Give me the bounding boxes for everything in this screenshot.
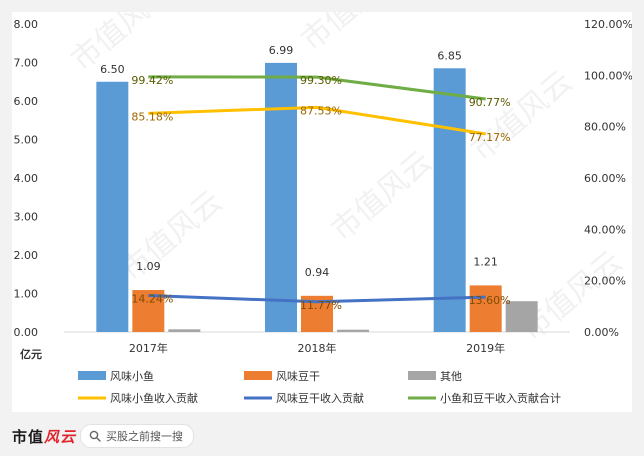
brand-accent: 风云 [44,428,77,446]
bar-风味豆干-2019年 [469,285,502,332]
line-value-label: 13.60% [469,294,511,307]
legend-label: 风味小鱼收入贡献 [110,391,198,405]
watermark-2: 市值风云 [465,64,579,168]
legend-swatch [78,371,106,380]
legend-label: 其他 [440,370,462,383]
line-小鱼和豆干收入贡献合计 [148,75,486,101]
legend-swatch [244,371,272,380]
line-value-label: 99.30% [300,74,342,87]
bar-value-label: 6.99 [269,44,294,57]
chart: 市值风云市值风云市值风云市值风云市值风云市值风云0.001.002.003.00… [14,12,633,405]
left-tick-label: 1.00 [14,288,39,301]
legend-label: 风味小鱼 [110,369,154,383]
bar-其他-2018年 [337,329,369,332]
bar-value-label: 6.50 [100,63,125,76]
line-value-label: 77.17% [469,131,511,144]
x-tick-label: 2017年 [129,341,168,355]
left-tick-label: 7.00 [14,57,39,70]
left-tick-label: 5.00 [14,134,39,147]
bar-风味小鱼-2018年 [265,62,297,332]
search-icon [89,430,101,442]
left-tick-label: 8.00 [14,18,39,31]
right-tick-label: 100.00% [584,69,632,82]
legend-swatch [408,371,436,380]
left-tick-label: 0.00 [14,326,39,339]
bar-风味小鱼-2017年 [96,81,129,332]
x-tick-label: 2018年 [298,341,337,355]
right-tick-label: 60.00% [584,172,626,185]
bar-风味小鱼-2019年 [433,68,466,333]
line-风味小鱼收入贡献 [148,105,486,136]
bar-value-label: 1.21 [473,255,498,268]
right-tick-label: 80.00% [584,121,626,134]
legend-label: 风味豆干 [276,370,320,383]
brand-main: 市值 [12,428,45,446]
legend-label: 风味豆干收入贡献 [276,391,364,405]
left-tick-label: 4.00 [14,172,39,185]
line-value-label: 11.77% [300,299,342,312]
search-button[interactable]: 买股之前搜一搜 [80,424,194,448]
left-tick-label: 3.00 [14,211,39,224]
watermark-1: 市值风云 [295,12,409,58]
bar-其他-2017年 [168,329,201,332]
bar-其他-2019年 [505,301,538,332]
left-tick-label: 2.00 [14,249,39,262]
line-value-label: 99.42% [131,74,173,87]
watermark-3: 市值风云 [115,184,229,288]
line-value-label: 87.53% [300,104,342,117]
left-tick-label: 6.00 [14,95,39,108]
right-tick-label: 20.00% [584,275,626,288]
x-tick-label: 2019年 [466,341,505,355]
brand-logo: 市值风云 [12,426,76,447]
bar-value-label: 6.85 [437,49,462,62]
right-tick-label: 40.00% [584,223,626,236]
line-风味豆干收入贡献 [148,293,486,304]
footer-bar: 市值风云 买股之前搜一搜 [0,418,644,456]
search-label: 买股之前搜一搜 [106,430,183,443]
line-value-label: 85.18% [131,110,173,123]
bar-value-label: 1.09 [136,260,161,273]
watermark-4: 市值风云 [325,144,439,248]
line-value-label: 90.77% [469,96,511,109]
bar-value-label: 0.94 [305,266,330,279]
right-tick-label: 120.00% [584,18,632,31]
y-axis-unit-label: 亿元 [20,347,42,361]
line-value-label: 14.24% [131,292,173,305]
right-tick-label: 0.00% [584,326,619,339]
legend-label: 小鱼和豆干收入贡献合计 [440,391,561,405]
chart-panel: 市值风云市值风云市值风云市值风云市值风云市值风云0.001.002.003.00… [12,12,632,412]
